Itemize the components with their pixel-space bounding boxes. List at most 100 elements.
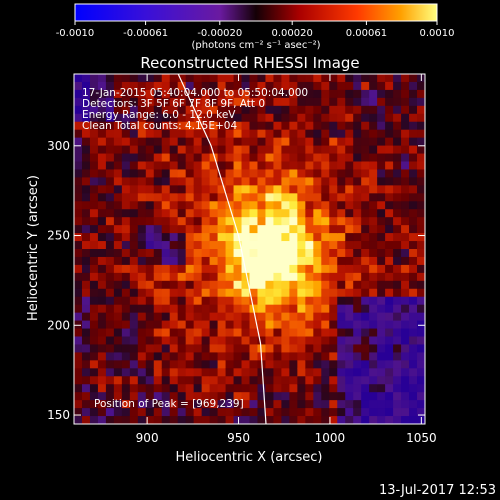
- heatmap-cell: [177, 121, 187, 131]
- heatmap-cell: [89, 408, 99, 417]
- heatmap-cell: [81, 185, 91, 194]
- heatmap-cell: [74, 105, 83, 115]
- heatmap-cell: [369, 153, 378, 163]
- heatmap-cell: [313, 288, 322, 298]
- heatmap-cell: [89, 209, 99, 218]
- heatmap-cell: [393, 193, 402, 202]
- heatmap-cell: [305, 352, 314, 361]
- heatmap-cell: [393, 320, 402, 330]
- heatmap-cell: [113, 256, 123, 266]
- heatmap-cell: [177, 129, 187, 139]
- heatmap-cell: [193, 272, 203, 282]
- heatmap-cell: [273, 89, 283, 99]
- heatmap-cell: [185, 209, 195, 218]
- heatmap-cell: [289, 312, 298, 322]
- heatmap-cell: [401, 296, 410, 306]
- heatmap-cell: [337, 416, 346, 424]
- heatmap-cell: [129, 328, 139, 338]
- heatmap-cell: [401, 129, 410, 139]
- heatmap-cell: [161, 113, 171, 123]
- heatmap-cell: [401, 233, 410, 242]
- heatmap-cell: [313, 233, 322, 242]
- heatmap-cell: [401, 352, 410, 361]
- heatmap-cell: [145, 360, 155, 369]
- heatmap-cell: [257, 392, 267, 401]
- y-axis-label: Heliocentric Y (arcsec): [26, 175, 41, 321]
- heatmap-cell: [121, 74, 131, 83]
- heatmap-cell: [273, 288, 283, 298]
- heatmap-cell: [281, 201, 290, 210]
- heatmap-cell: [113, 328, 123, 338]
- heatmap-cell: [177, 256, 187, 266]
- heatmap-cell: [393, 161, 402, 171]
- heatmap-cell: [89, 97, 99, 107]
- heatmap-cell: [81, 352, 91, 361]
- heatmap-cell: [409, 81, 418, 91]
- heatmap-cell: [353, 296, 362, 306]
- heatmap-cell: [305, 209, 314, 218]
- heatmap-cell: [129, 392, 139, 401]
- heatmap-cell: [257, 74, 267, 83]
- heatmap-cell: [89, 169, 99, 178]
- heatmap-cell: [225, 193, 235, 202]
- heatmap-cell: [74, 256, 83, 266]
- heatmap-cell: [241, 89, 251, 99]
- heatmap-cell: [161, 336, 171, 346]
- heatmap-cell: [129, 233, 139, 242]
- heatmap-cell: [145, 352, 155, 361]
- heatmap-cell: [265, 392, 275, 401]
- heatmap-cell: [409, 225, 418, 234]
- heatmap-cell: [121, 416, 131, 424]
- heatmap-cell: [121, 185, 131, 194]
- heatmap-cell: [249, 241, 259, 250]
- heatmap-cell: [89, 344, 99, 353]
- heatmap-cell: [241, 249, 251, 258]
- heatmap-cell: [345, 233, 354, 242]
- heatmap-cell: [225, 217, 235, 226]
- heatmap-cell: [113, 272, 123, 282]
- heatmap-cell: [113, 153, 123, 163]
- heatmap-cell: [137, 129, 147, 139]
- heatmap-cell: [417, 161, 425, 171]
- heatmap-cell: [385, 169, 394, 178]
- heatmap-cell: [153, 376, 163, 385]
- heatmap-cell: [345, 400, 354, 409]
- heatmap-cell: [401, 201, 410, 210]
- heatmap-cell: [97, 129, 107, 139]
- heatmap-cell: [145, 264, 155, 274]
- heatmap-cell: [121, 137, 131, 147]
- heatmap-cell: [281, 113, 290, 123]
- heatmap-cell: [217, 312, 227, 322]
- heatmap-cell: [337, 312, 346, 322]
- heatmap-cell: [241, 392, 251, 401]
- heatmap-cell: [265, 264, 275, 274]
- heatmap-cell: [281, 153, 290, 163]
- heatmap-cell: [193, 368, 203, 377]
- heatmap-cell: [225, 105, 235, 115]
- heatmap-cell: [209, 177, 219, 186]
- heatmap-cell: [145, 105, 155, 115]
- heatmap-cell: [393, 209, 402, 218]
- heatmap-cell: [74, 384, 83, 393]
- heatmap-cell: [209, 312, 219, 322]
- heatmap-cell: [257, 193, 267, 202]
- heatmap-cell: [361, 89, 370, 99]
- heatmap-cell: [217, 233, 227, 242]
- heatmap-cell: [97, 97, 107, 107]
- heatmap-cell: [225, 368, 235, 377]
- heatmap-cell: [97, 256, 107, 266]
- heatmap-cell: [241, 408, 251, 417]
- heatmap-cell: [97, 352, 107, 361]
- heatmap-cell: [353, 400, 362, 409]
- heatmap-cell: [345, 392, 354, 401]
- heatmap-cell: [121, 336, 131, 346]
- heatmap-cell: [297, 344, 306, 353]
- heatmap-cell: [345, 352, 354, 361]
- heatmap-cell: [97, 328, 107, 338]
- heatmap-cell: [121, 304, 131, 314]
- heatmap-cell: [177, 81, 187, 91]
- heatmap-cell: [305, 217, 314, 226]
- heatmap-cell: [273, 97, 283, 107]
- heatmap-cell: [369, 280, 378, 290]
- heatmap-cell: [377, 225, 386, 234]
